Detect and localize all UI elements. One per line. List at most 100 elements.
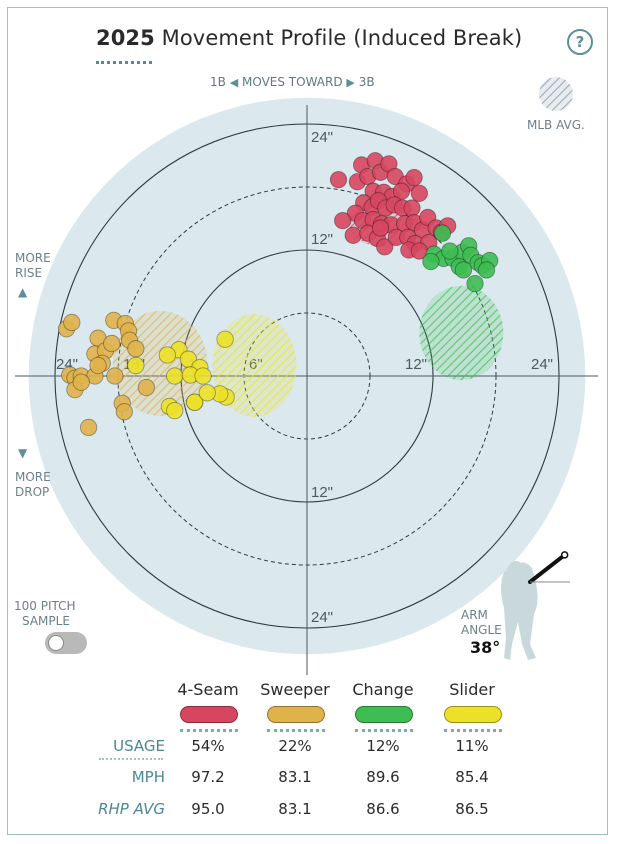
pitch-point (371, 219, 390, 237)
pitch-point (441, 242, 459, 260)
rhp-4seam: 95.0 (191, 800, 225, 818)
pitch-point (198, 384, 216, 402)
arm-angle-value: 38° (470, 638, 501, 657)
pitch-point (127, 340, 145, 358)
pitch-sample-toggle[interactable] (45, 632, 87, 654)
triangle-right-icon: ▶ (346, 76, 355, 89)
dots-sweeper (267, 729, 325, 732)
pitch-point (477, 261, 496, 279)
row-label-rhp-avg: RHP AVG (98, 800, 165, 818)
usage-underline (99, 758, 163, 760)
tick-y-top-12: 12" (311, 231, 333, 248)
pitch-pill-change[interactable] (355, 706, 413, 723)
pitch-point (72, 373, 90, 391)
pitch-pill-slider[interactable] (444, 706, 502, 723)
arrow-up-icon: ▲ (18, 285, 28, 299)
mph-slider: 85.4 (455, 768, 489, 786)
pitch-name-slider: Slider (449, 680, 495, 699)
tick-y-bottom-24: 24" (311, 609, 333, 626)
pitch-point (344, 226, 362, 244)
mph-sweeper: 83.1 (278, 768, 312, 786)
pitch-point (106, 367, 124, 385)
pitch-point (89, 356, 107, 375)
rhp-sweeper: 83.1 (278, 800, 312, 818)
pitch-point (115, 403, 133, 421)
toggle-knob (48, 635, 64, 651)
sample-label-2: SAMPLE (22, 614, 70, 628)
pitch-point (194, 367, 212, 385)
pitch-point (166, 401, 184, 420)
tick-y-bottom-12: 12" (311, 484, 333, 501)
dir-middle: MOVES TOWARD (242, 75, 343, 89)
page-title: 2025 Movement Profile (Induced Break) (96, 26, 522, 50)
more-drop-2: DROP (15, 485, 50, 499)
rhp-change: 86.6 (366, 800, 400, 818)
arrow-down-icon: ▼ (18, 446, 28, 460)
pitch-point (158, 346, 177, 364)
pitch-point (403, 199, 421, 217)
title-year[interactable]: 2025 (96, 26, 155, 50)
pitch-point (127, 356, 145, 375)
year-dropdown-underline (96, 61, 152, 64)
usage-sweeper: 22% (278, 737, 312, 755)
mlb-avg-swatch (539, 77, 573, 111)
usage-change: 12% (366, 737, 400, 755)
pitch-point (166, 367, 184, 385)
pitch-point (376, 238, 394, 256)
dir-right: 3B (358, 75, 375, 89)
dots-change (355, 729, 413, 732)
mph-4seam: 97.2 (191, 768, 225, 786)
more-rise-2: RISE (15, 266, 43, 280)
mlb-avg-label: MLB AVG. (527, 118, 585, 132)
pitch-point (137, 378, 156, 397)
tick-y-top-24: 24" (311, 129, 333, 146)
dots-4seam (180, 729, 238, 732)
more-rise-1: MORE (15, 251, 51, 265)
pitch-point (329, 170, 348, 189)
pitcher-body (501, 562, 538, 660)
pitch-point (410, 184, 428, 202)
direction-label: 1B ◀ MOVES TOWARD ▶ 3B (210, 75, 375, 89)
arm-label-2: ANGLE (461, 623, 502, 637)
pitch-name-4seam: 4-Seam (177, 680, 239, 699)
dots-slider (444, 729, 502, 732)
usage-4seam: 54% (191, 737, 225, 755)
pitch-point (454, 261, 473, 279)
title-text: Movement Profile (Induced Break) (161, 26, 523, 50)
pitcher-figure (501, 561, 538, 660)
more-drop-1: MORE (15, 470, 51, 484)
usage-slider: 11% (455, 737, 489, 755)
pitch-point (334, 211, 352, 230)
arm-label-1: ARM (461, 608, 488, 622)
card-frame (7, 7, 608, 835)
row-label-usage: USAGE (113, 737, 165, 755)
pitch-name-sweeper: Sweeper (260, 680, 330, 699)
pitch-point (79, 418, 98, 437)
pitcher-head (506, 561, 521, 576)
mph-change: 89.6 (366, 768, 400, 786)
rhp-slider: 86.5 (455, 800, 489, 818)
arm-angle-line (528, 552, 567, 584)
pitch-point (392, 182, 411, 200)
mlb-avg-region-3 (212, 314, 297, 417)
pitch-point (103, 334, 121, 353)
pitch-point (63, 313, 81, 332)
pitch-name-change: Change (352, 680, 414, 699)
pitch-point (216, 330, 234, 348)
triangle-left-icon: ◀ (229, 76, 239, 89)
sample-label-1: 100 PITCH (14, 599, 76, 613)
pitch-pill-sweeper[interactable] (267, 706, 325, 723)
pitch-point (185, 393, 204, 411)
mlb-avg-region-2 (419, 285, 504, 381)
row-label-mph: MPH (131, 768, 165, 786)
dir-left: 1B (210, 75, 226, 89)
pitch-point (433, 224, 452, 242)
tick-x-right-12: 12" (405, 356, 427, 373)
pitch-point (466, 274, 484, 293)
pitch-pill-4seam[interactable] (180, 706, 238, 723)
pitch-point (422, 252, 440, 271)
help-icon[interactable]: ? (567, 29, 593, 55)
pitch-point (405, 168, 423, 187)
tick-x-right-24: 24" (531, 356, 553, 373)
